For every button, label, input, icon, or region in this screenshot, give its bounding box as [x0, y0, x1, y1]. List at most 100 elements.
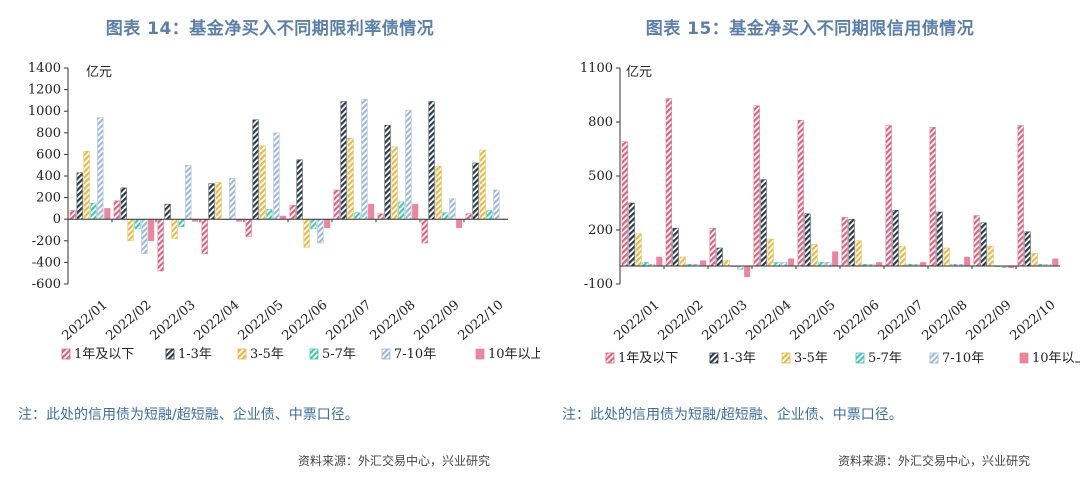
x-tick-label: 2022/09: [964, 298, 1015, 344]
x-tick-label: 2022/08: [368, 298, 419, 344]
bar-2-2022-06: [848, 218, 855, 267]
y-tick-label: 800: [36, 126, 61, 141]
y-tick-label: 1400: [28, 61, 61, 76]
x-tick-label: 2022/09: [412, 298, 463, 344]
bar-4-2022-08: [398, 201, 405, 220]
bar-3-2022-05: [811, 244, 818, 267]
x-tick-label: 2022/03: [700, 298, 751, 344]
bar-1-2022-05: [797, 119, 804, 267]
bar-1-2022-09: [973, 215, 980, 267]
bar-5-2022-05: [273, 132, 280, 220]
bar-5-2022-07: [361, 99, 368, 220]
legend-label: 10年以上: [1032, 351, 1080, 366]
bar-2-2022-07: [892, 209, 899, 267]
legend-swatch: [165, 348, 175, 360]
bar-4-2022-01: [642, 262, 649, 267]
x-tick-label: 2022/08: [920, 298, 971, 344]
bar-1-2022-06: [841, 217, 848, 267]
x-tick-label: 2022/10: [1008, 298, 1059, 344]
unit-label: 亿元: [86, 65, 112, 80]
legend-label: 7-10年: [394, 347, 436, 362]
bar-6-2022-02: [148, 218, 155, 242]
bar-6-2022-02: [700, 260, 707, 267]
x-tick-label: 2022/02: [656, 298, 707, 344]
bar-5-2022-04: [781, 262, 788, 267]
y-tick-label: 1100: [580, 61, 613, 76]
bar-6-2022-07: [368, 203, 375, 220]
bar-6-2022-01: [656, 256, 663, 267]
bar-6-2022-03: [744, 265, 751, 278]
bar-1-2022-10: [465, 213, 472, 220]
bar-2-2022-10: [472, 162, 479, 220]
bar-1-2022-05: [245, 218, 252, 237]
legend-label: 3-5年: [794, 351, 828, 366]
bar-3-2022-02: [679, 256, 686, 267]
bar-3-2022-06: [303, 218, 310, 248]
bar-1-2022-10: [1017, 125, 1024, 267]
bar-5-2022-03: [737, 265, 744, 270]
bar-6-2022-10: [1052, 258, 1059, 267]
x-tick-label: 2022/01: [60, 298, 111, 344]
bar-6-2022-05: [832, 251, 839, 267]
bar-3-2022-01: [83, 150, 90, 220]
legend-label: 1年及以下: [74, 347, 134, 362]
bar-3-2022-10: [1031, 253, 1038, 267]
bar-1-2022-09: [421, 218, 428, 244]
bar-5-2022-09: [449, 198, 456, 220]
bar-3-2022-09: [987, 245, 994, 267]
legend-swatch: [237, 348, 247, 360]
bar-1-2022-01: [621, 141, 628, 267]
bar-1-2022-08: [377, 213, 384, 220]
chart-panel-15: 图表 15：基金净买入不同期限信用债情况 -100 200 500 800 1100 20…: [540, 0, 1080, 500]
bar-4-2022-01: [90, 202, 97, 220]
bar-1-2022-02: [113, 200, 120, 220]
bar-2-2022-02: [672, 227, 679, 267]
bar-6-2022-06: [876, 262, 883, 267]
y-tick-label: 0: [53, 212, 61, 227]
bar-1-2022-08: [929, 127, 936, 267]
bar-5-2022-06: [317, 218, 324, 244]
x-tick-label: 2022/05: [788, 298, 839, 344]
bar-2-2022-07: [340, 101, 347, 220]
bar-5-2022-03: [185, 164, 192, 220]
bar-4-2022-03: [178, 218, 185, 228]
legend-label: 1-3年: [722, 351, 756, 366]
bar-6-2022-06: [324, 218, 331, 229]
bar-3-2022-07: [899, 245, 906, 267]
bar-2-2022-06: [296, 159, 303, 220]
bar-4-2022-05: [818, 262, 825, 267]
bar-2-2022-05: [252, 119, 259, 220]
chart-source: 资料来源：外汇交易中心，兴业研究: [298, 454, 491, 468]
bar-3-2022-03: [723, 260, 730, 267]
bar-3-2022-10: [479, 149, 486, 220]
bar-chart-14: -600 -400 -200 0 200 400 600 800 1000 1200 1400 202…: [28, 61, 540, 362]
bar-1-2022-04: [753, 105, 760, 267]
bar-2-2022-10: [1024, 231, 1031, 267]
legend-swatch: [855, 352, 865, 364]
x-tick-label: 2022/04: [192, 298, 243, 344]
bar-3-2022-07: [347, 137, 354, 220]
bar-6-2022-09: [456, 218, 463, 229]
legend-swatch: [381, 348, 391, 360]
bar-6-2022-01: [104, 208, 111, 220]
bar-4-2022-02: [134, 218, 141, 230]
y-tick-label: -200: [32, 234, 61, 249]
bar-5-2022-01: [97, 117, 104, 220]
bar-1-2022-03: [157, 218, 164, 272]
bar-4-2022-10: [486, 210, 493, 220]
bar-1-2022-07: [885, 125, 892, 267]
legend-swatch: [929, 352, 939, 364]
bar-5-2022-02: [141, 218, 148, 255]
chart-note: 注：此处的信用债为短融/超短融、企业债、中票口径。: [18, 407, 359, 423]
bar-2-2022-04: [760, 179, 767, 267]
legend-label: 1年及以下: [618, 351, 678, 366]
bar-3-2022-06: [855, 240, 862, 267]
legend-label: 5-7年: [868, 351, 902, 366]
bar-1-2022-04: [201, 218, 208, 255]
bar-2-2022-01: [628, 202, 635, 267]
bar-5-2022-04: [229, 177, 236, 220]
bar-3-2022-08: [943, 247, 950, 267]
bar-2-2022-01: [76, 172, 83, 220]
bar-4-2022-06: [310, 218, 317, 230]
legend-swatch: [781, 352, 791, 364]
